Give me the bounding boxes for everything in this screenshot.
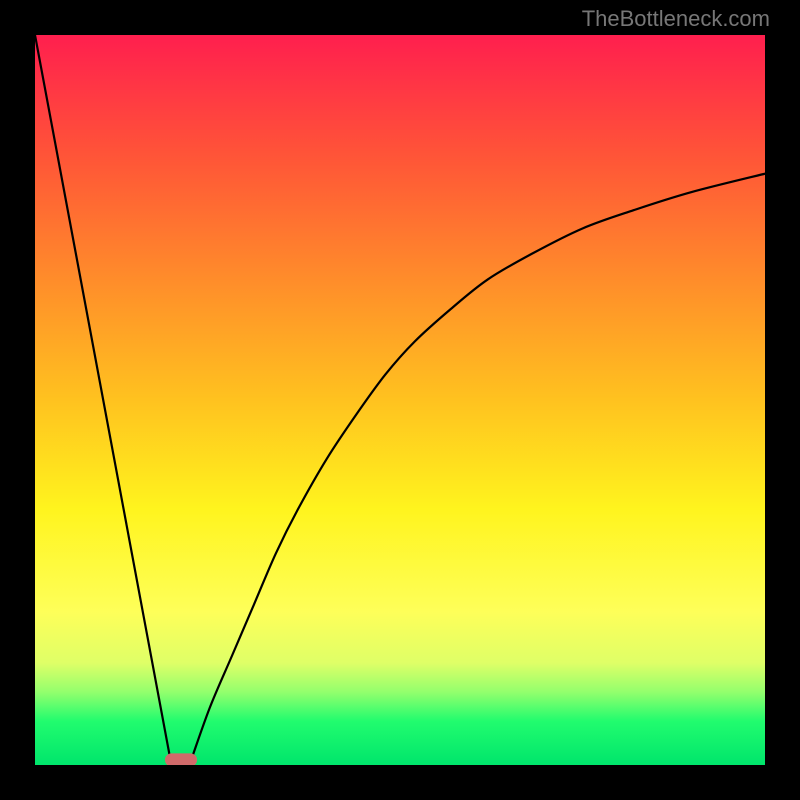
gradient-background <box>35 35 765 765</box>
chart-container: TheBottleneck.com <box>0 0 800 800</box>
optimum-marker <box>165 753 197 765</box>
watermark-text: TheBottleneck.com <box>582 6 770 32</box>
bottleneck-curve-plot <box>35 35 765 765</box>
